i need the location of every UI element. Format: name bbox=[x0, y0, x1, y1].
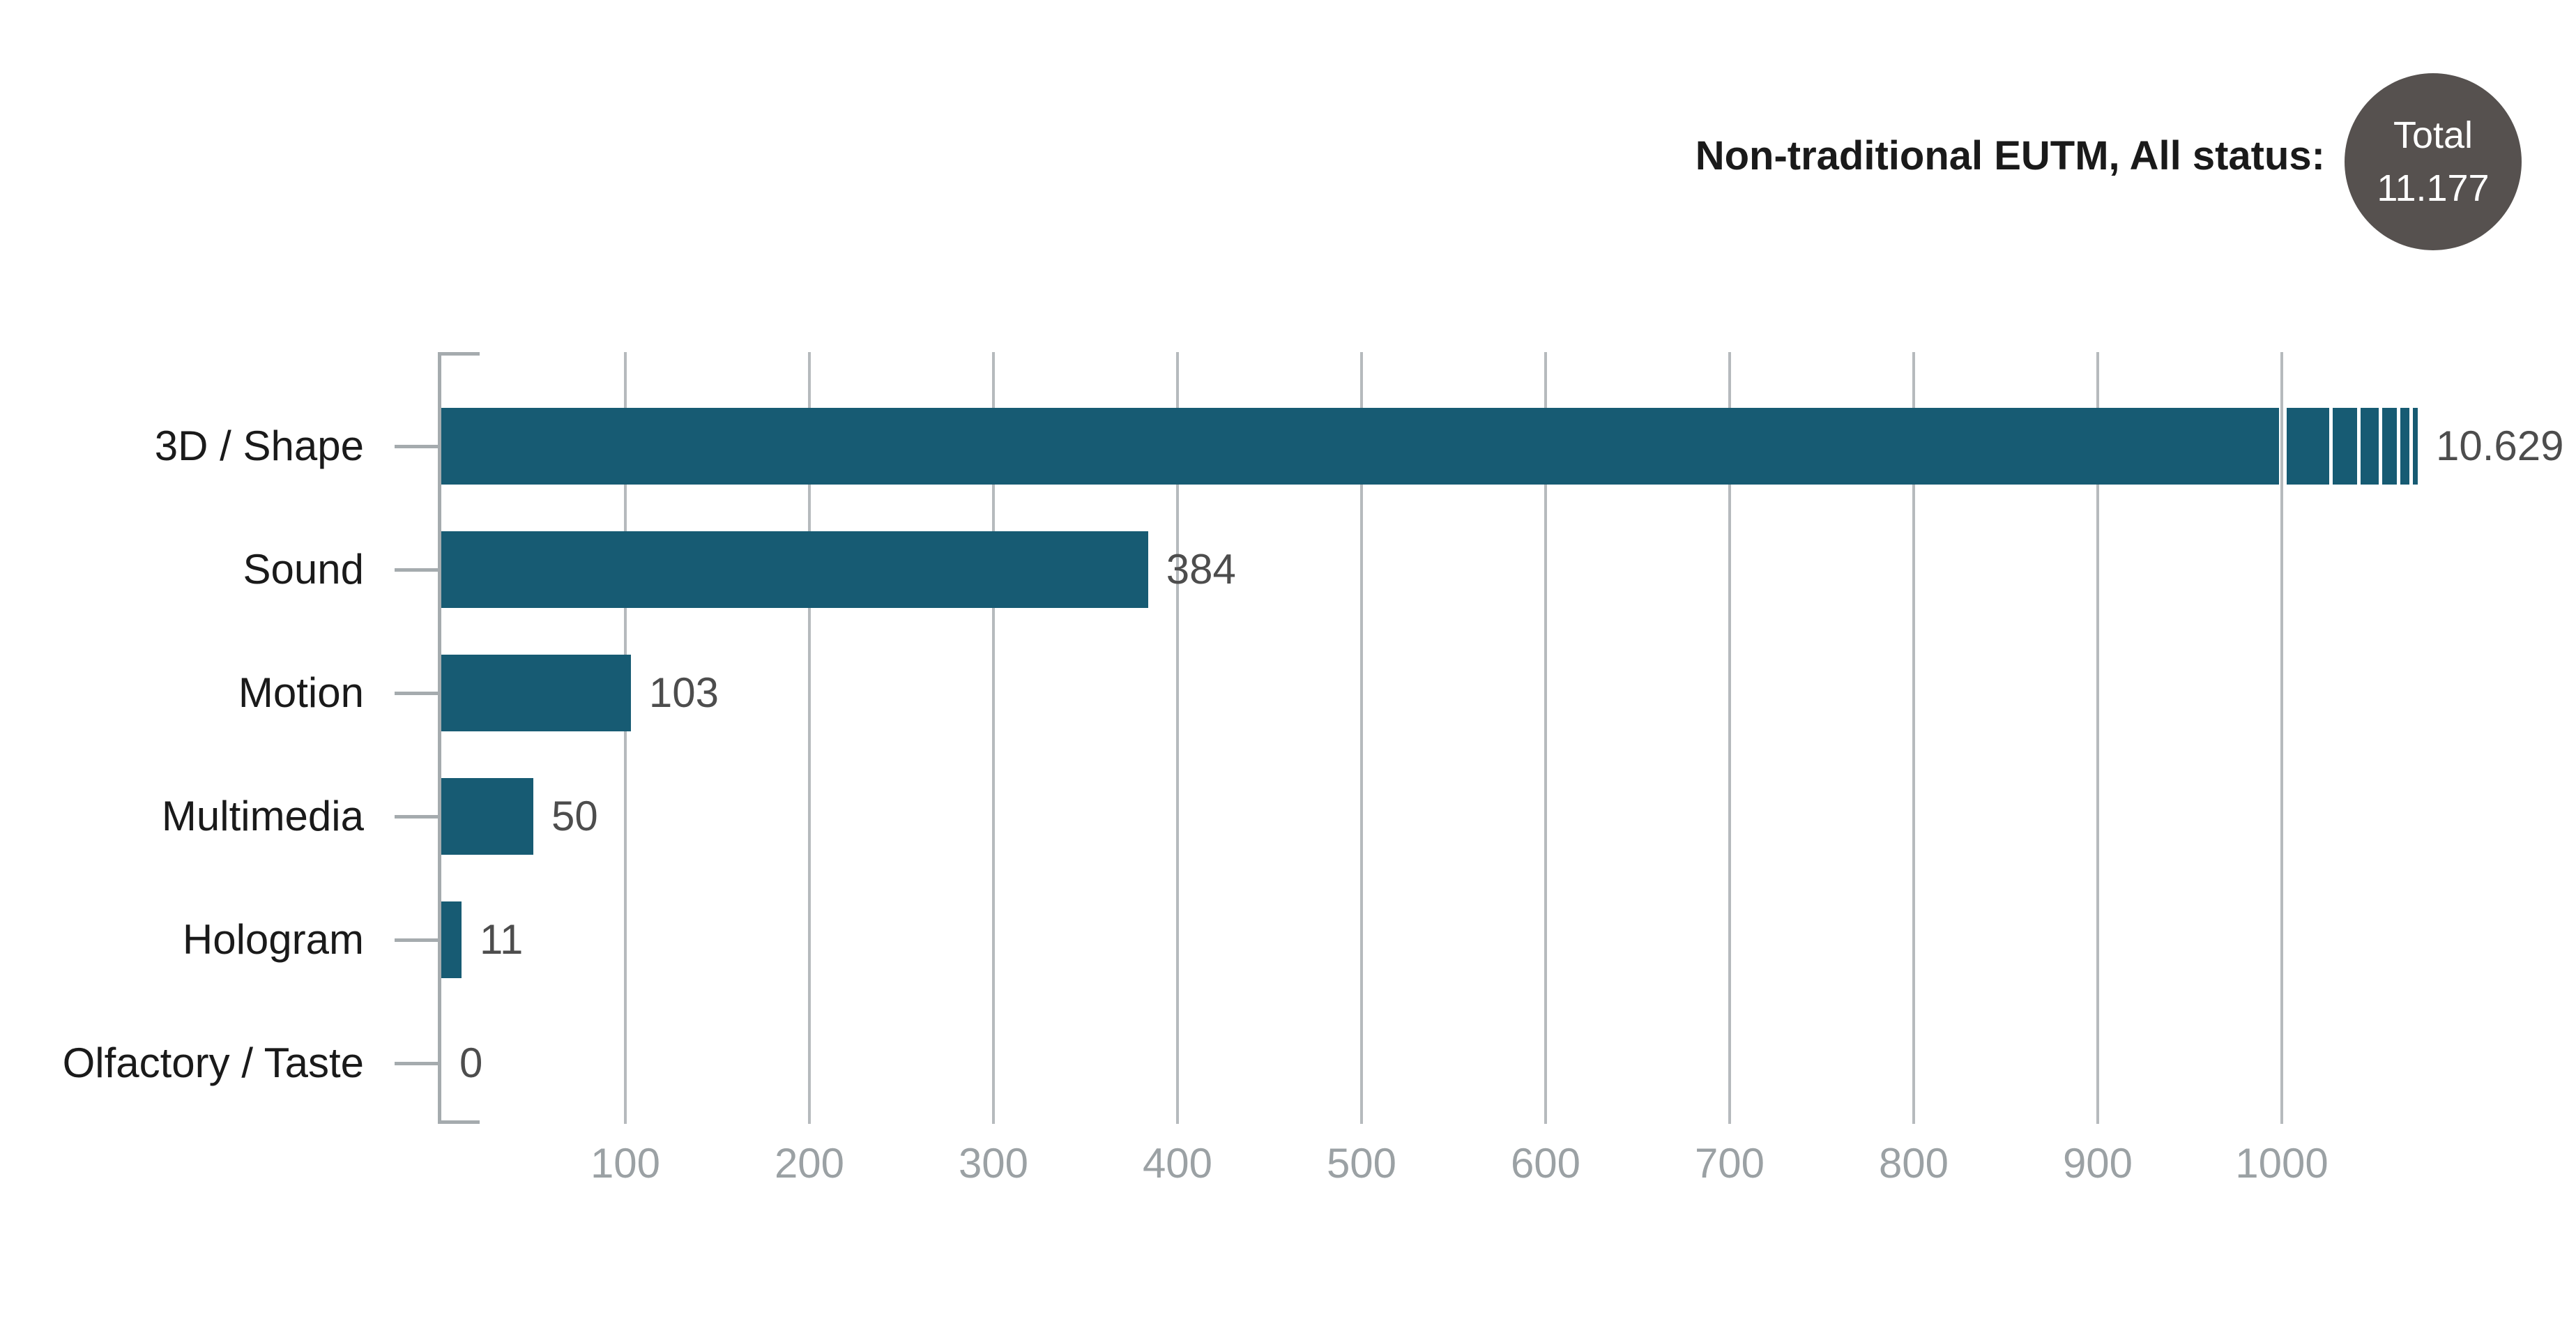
x-tick-label: 400 bbox=[1142, 1140, 1213, 1187]
gridline bbox=[1912, 352, 1915, 1124]
bar bbox=[441, 778, 533, 855]
value-label: 103 bbox=[648, 669, 719, 716]
x-tick-label: 300 bbox=[958, 1140, 1029, 1187]
value-label: 0 bbox=[459, 1040, 483, 1086]
x-tick-label: 900 bbox=[2062, 1140, 2133, 1187]
bar-break-segment bbox=[2413, 408, 2418, 485]
value-label: 50 bbox=[551, 793, 598, 839]
x-tick-label: 700 bbox=[1694, 1140, 1765, 1187]
total-badge-value: 11.177 bbox=[2377, 167, 2490, 209]
bar-break-segment bbox=[2333, 408, 2357, 485]
gridline bbox=[1360, 352, 1363, 1124]
gridline bbox=[1176, 352, 1179, 1124]
category-tick bbox=[395, 445, 438, 448]
bar-break-segment bbox=[2400, 408, 2409, 485]
x-tick-label: 100 bbox=[590, 1140, 661, 1187]
gridline bbox=[808, 352, 811, 1124]
bar bbox=[441, 531, 1148, 608]
x-tick-label: 600 bbox=[1510, 1140, 1581, 1187]
value-label: 384 bbox=[1166, 546, 1236, 593]
gridline bbox=[2280, 352, 2283, 1124]
category-label: Olfactory / Taste bbox=[62, 1040, 364, 1086]
gridline bbox=[1544, 352, 1547, 1124]
bar bbox=[441, 408, 2279, 485]
category-tick bbox=[395, 1062, 438, 1065]
category-label: 3D / Shape bbox=[154, 422, 364, 469]
category-label: Sound bbox=[243, 546, 365, 593]
bar bbox=[441, 901, 462, 978]
category-tick bbox=[395, 692, 438, 695]
bar bbox=[441, 655, 631, 731]
bar-break-segment bbox=[2287, 408, 2329, 485]
gridline bbox=[992, 352, 995, 1124]
x-tick-label: 500 bbox=[1326, 1140, 1397, 1187]
axis-bottom-cap bbox=[438, 1120, 480, 1124]
x-tick-label: 1000 bbox=[2235, 1140, 2329, 1187]
bar-break-segment bbox=[2382, 408, 2397, 485]
total-badge-label: Total bbox=[2393, 114, 2474, 156]
category-tick bbox=[395, 938, 438, 942]
x-tick-label: 800 bbox=[1878, 1140, 1949, 1187]
gridline bbox=[1728, 352, 1731, 1124]
gridline bbox=[2096, 352, 2099, 1124]
value-label: 11 bbox=[480, 916, 524, 963]
category-label: Multimedia bbox=[161, 793, 364, 839]
chart-title: Non-traditional EUTM, All status: bbox=[1695, 133, 2325, 178]
bar-break-segment bbox=[2361, 408, 2379, 485]
x-tick-label: 200 bbox=[774, 1140, 845, 1187]
gridline bbox=[624, 352, 627, 1124]
y-axis-line bbox=[438, 352, 441, 1124]
value-label: 10.629 bbox=[2436, 422, 2564, 469]
category-label: Motion bbox=[238, 669, 364, 716]
total-badge: Total 11.177 bbox=[2345, 73, 2522, 250]
category-label: Hologram bbox=[182, 916, 364, 963]
axis-top-cap bbox=[438, 352, 480, 356]
category-tick bbox=[395, 568, 438, 572]
category-tick bbox=[395, 815, 438, 819]
